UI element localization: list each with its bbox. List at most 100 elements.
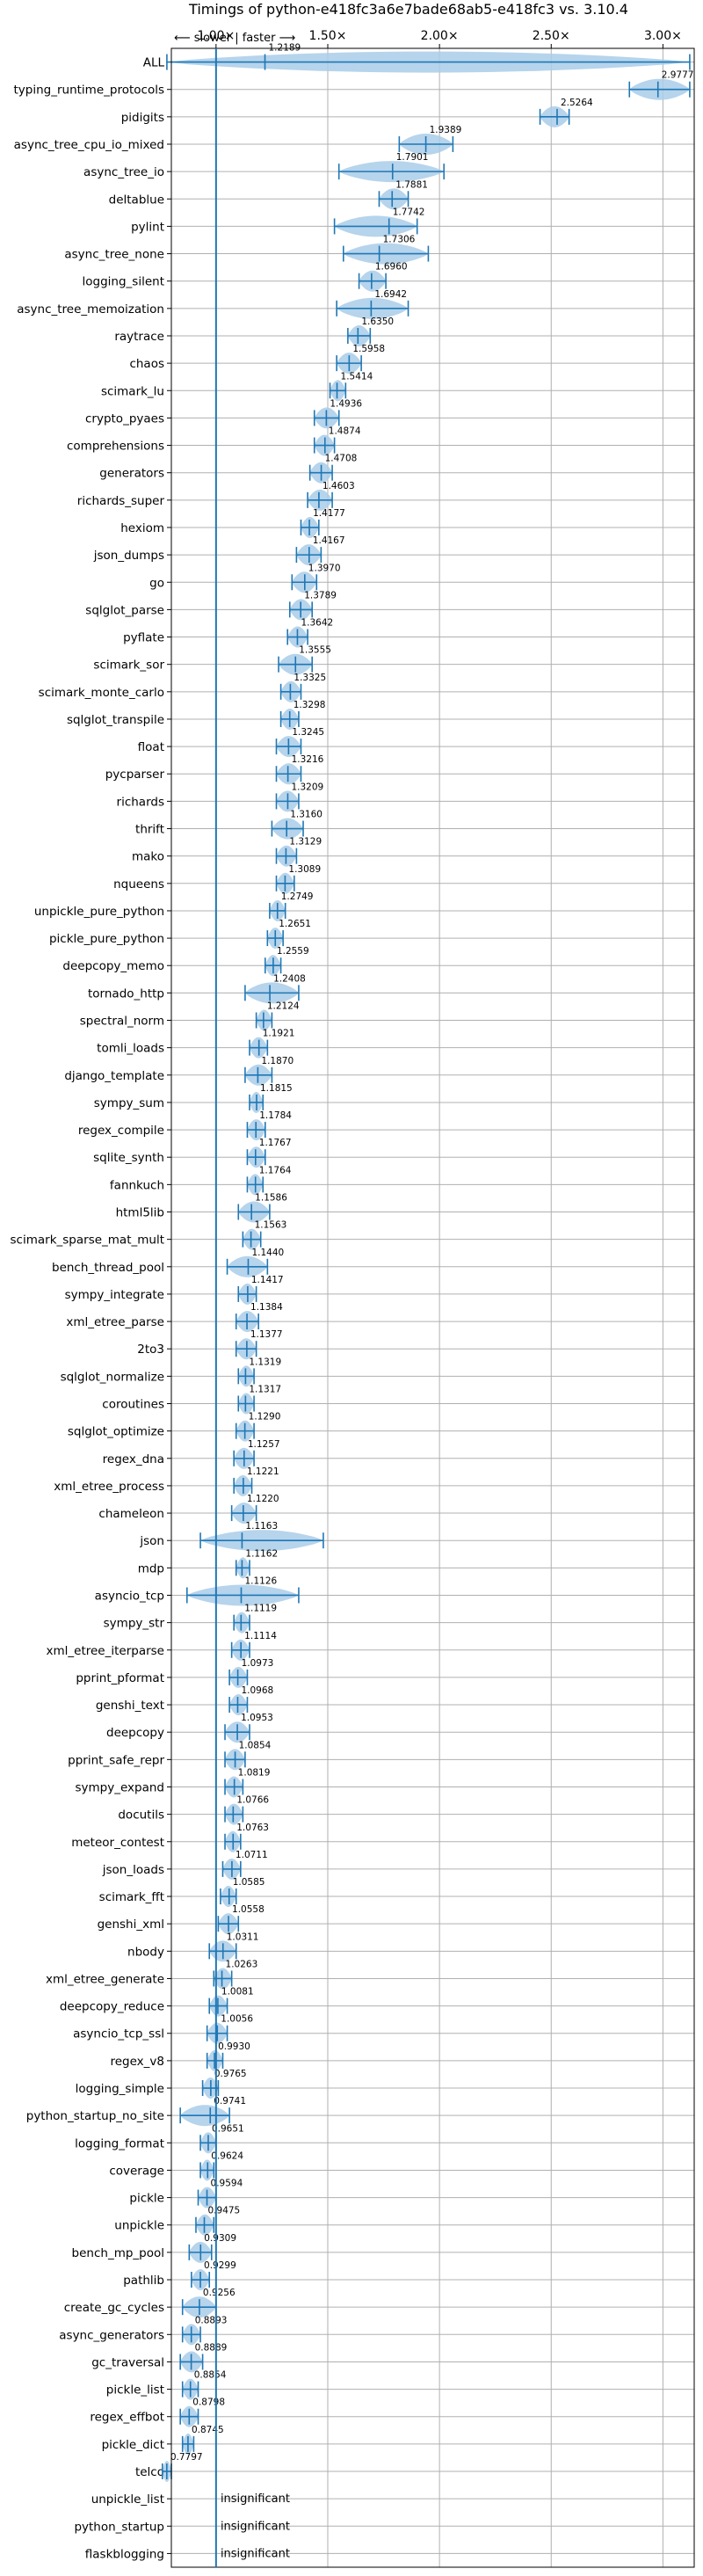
value-label: 1.1815: [260, 1083, 293, 1094]
benchmark-row: richards_super 1.4603: [77, 481, 355, 511]
benchmark-label: pickle_list: [106, 2383, 164, 2398]
benchmark-row: scimark_sor 1.3555: [93, 645, 331, 675]
value-label: 1.1257: [248, 1439, 280, 1450]
value-label: 1.3325: [294, 673, 326, 683]
value-label: 1.1767: [259, 1138, 292, 1148]
benchmark-row: nbody 1.0311: [127, 1932, 259, 1962]
benchmark-label: typing_runtime_protocols: [14, 84, 165, 98]
benchmark-label: coroutines: [102, 1397, 164, 1411]
benchmark-label: asyncio_tcp_ssl: [73, 2027, 164, 2041]
benchmark-row: deepcopy_memo 1.2559: [62, 946, 309, 977]
value-label: 1.1784: [259, 1110, 292, 1121]
benchmark-row: pathlib 0.9299: [123, 2260, 236, 2290]
value-label: 1.0056: [221, 2014, 253, 2025]
benchmark-row: python_startup_no_site 0.9741: [26, 2096, 246, 2127]
benchmark-row: logging_simple 0.9765: [76, 2069, 247, 2099]
direction-label: ⟵ slower | faster ⟶: [174, 32, 295, 45]
benchmark-label: docutils: [118, 1808, 164, 1823]
benchmark-row: go 1.3970: [149, 563, 341, 593]
benchmark-row: async_tree_io 1.7901: [83, 152, 446, 183]
benchmark-label: logging_simple: [76, 2082, 164, 2096]
benchmark-label: spectral_norm: [80, 1015, 164, 1029]
value-label: 1.0311: [227, 1932, 259, 1942]
value-label: 1.1317: [249, 1384, 281, 1394]
benchmark-row: chaos 1.5958: [129, 344, 385, 375]
benchmark-row: pyflate 1.3642: [123, 618, 333, 648]
value-label: 1.7306: [383, 235, 416, 245]
value-label: 0.9930: [218, 2041, 250, 2052]
benchmark-row: unpickle_pure_python 1.2749: [34, 891, 314, 921]
benchmark-row: mdp 1.1162: [138, 1548, 278, 1579]
benchmark-label: deepcopy: [106, 1726, 164, 1740]
value-label: 1.0766: [236, 1795, 269, 1806]
benchmark-label: xml_etree_generate: [46, 1972, 164, 1986]
benchmark-label: richards_super: [77, 494, 165, 508]
benchmark-row: tomli_loads 1.1921: [97, 1029, 294, 1059]
benchmark-label: meteor_contest: [71, 1836, 164, 1850]
benchmark-label: gc_traversal: [91, 2355, 164, 2369]
value-label: 1.2651: [279, 919, 311, 929]
benchmark-label: scimark_sparse_mat_mult: [11, 1233, 164, 1248]
benchmark-row: create_gc_cycles 0.9256: [64, 2288, 236, 2318]
value-label: 1.3089: [288, 864, 321, 875]
benchmark-row: bench_mp_pool 0.9309: [72, 2233, 236, 2263]
benchmark-row: spectral_norm 1.2124: [80, 1001, 300, 1031]
benchmark-row: regex_compile 1.1784: [78, 1110, 292, 1141]
benchmark-row: deepcopy 1.0953: [106, 1713, 273, 1743]
value-label: 1.2408: [273, 973, 306, 984]
benchmark-row: tornado_http 1.2408: [88, 973, 306, 1004]
benchmark-label: scimark_sor: [93, 659, 164, 673]
value-label: 0.9765: [214, 2069, 247, 2079]
benchmark-label: json: [139, 1534, 164, 1548]
value-label: 1.1440: [251, 1248, 284, 1258]
benchmark-row: xml_etree_iterparse 1.1114: [47, 1631, 277, 1661]
benchmark-label: regex_dna: [103, 1452, 164, 1466]
benchmark-label: async_tree_cpu_io_mixed: [14, 138, 164, 152]
benchmark-row: unpickle 0.9475: [114, 2206, 240, 2236]
benchmark-label: sqlite_synth: [93, 1151, 164, 1165]
value-label: 1.3245: [292, 727, 324, 738]
benchmark-row: meteor_contest 1.0763: [71, 1823, 269, 1852]
benchmark-row: genshi_text 1.0968: [96, 1685, 273, 1715]
benchmark-row: richards 1.3209: [117, 782, 323, 812]
benchmark-label: pathlib: [123, 2274, 164, 2288]
benchmark-row: scimark_lu 1.5414: [101, 371, 373, 402]
benchmark-row: deltablue 1.7881: [109, 179, 428, 210]
value-label: 1.0263: [226, 1959, 258, 1969]
value-label: 2.9777: [662, 70, 694, 81]
value-label: 1.1764: [259, 1165, 292, 1175]
benchmark-label: fannkuch: [110, 1178, 164, 1192]
benchmark-label: bench_thread_pool: [52, 1261, 164, 1275]
benchmark-row: comprehensions 1.4874: [67, 426, 361, 456]
benchmark-label: pickle: [129, 2192, 164, 2206]
benchmark-row: asyncio_tcp_ssl 1.0056: [73, 2014, 253, 2044]
benchmark-row: python_startup insignificant: [74, 2520, 289, 2534]
benchmark-label: nqueens: [113, 877, 164, 891]
benchmark-row: deepcopy_reduce 1.0081: [60, 1987, 254, 2017]
benchmark-label: 2to3: [137, 1343, 164, 1357]
benchmark-row: sympy_expand 1.0819: [75, 1767, 270, 1798]
benchmark-row: nqueens 1.3089: [113, 864, 321, 894]
value-label: 1.3298: [294, 700, 326, 710]
benchmark-row: sqlglot_normalize 1.1319: [61, 1357, 281, 1387]
benchmark-label: coverage: [109, 2164, 164, 2178]
value-label: 1.1221: [247, 1466, 279, 1477]
value-label: 1.0558: [232, 1904, 265, 1915]
benchmark-label: regex_v8: [110, 2055, 164, 2069]
benchmark-label: pylint: [131, 220, 164, 234]
benchmark-row: sympy_integrate 1.1417: [65, 1275, 284, 1305]
benchmark-row: async_tree_memoization 1.6942: [17, 289, 409, 319]
value-label: 1.1377: [250, 1329, 283, 1340]
value-label: 1.1119: [244, 1604, 277, 1614]
value-label: 1.0953: [241, 1713, 273, 1723]
benchmark-label: json_loads: [102, 1863, 164, 1877]
benchmark-label: json_dumps: [93, 549, 164, 563]
benchmark-row: xml_etree_process 1.1221: [54, 1466, 279, 1496]
value-label: 1.3555: [299, 645, 331, 656]
benchmark-label: tomli_loads: [97, 1042, 164, 1056]
value-label: 0.8854: [194, 2370, 227, 2381]
value-label: 1.3642: [301, 618, 333, 629]
value-label: 0.9651: [212, 2123, 244, 2134]
value-label: 1.0711: [236, 1850, 268, 1860]
benchmark-label: django_template: [64, 1069, 164, 1083]
